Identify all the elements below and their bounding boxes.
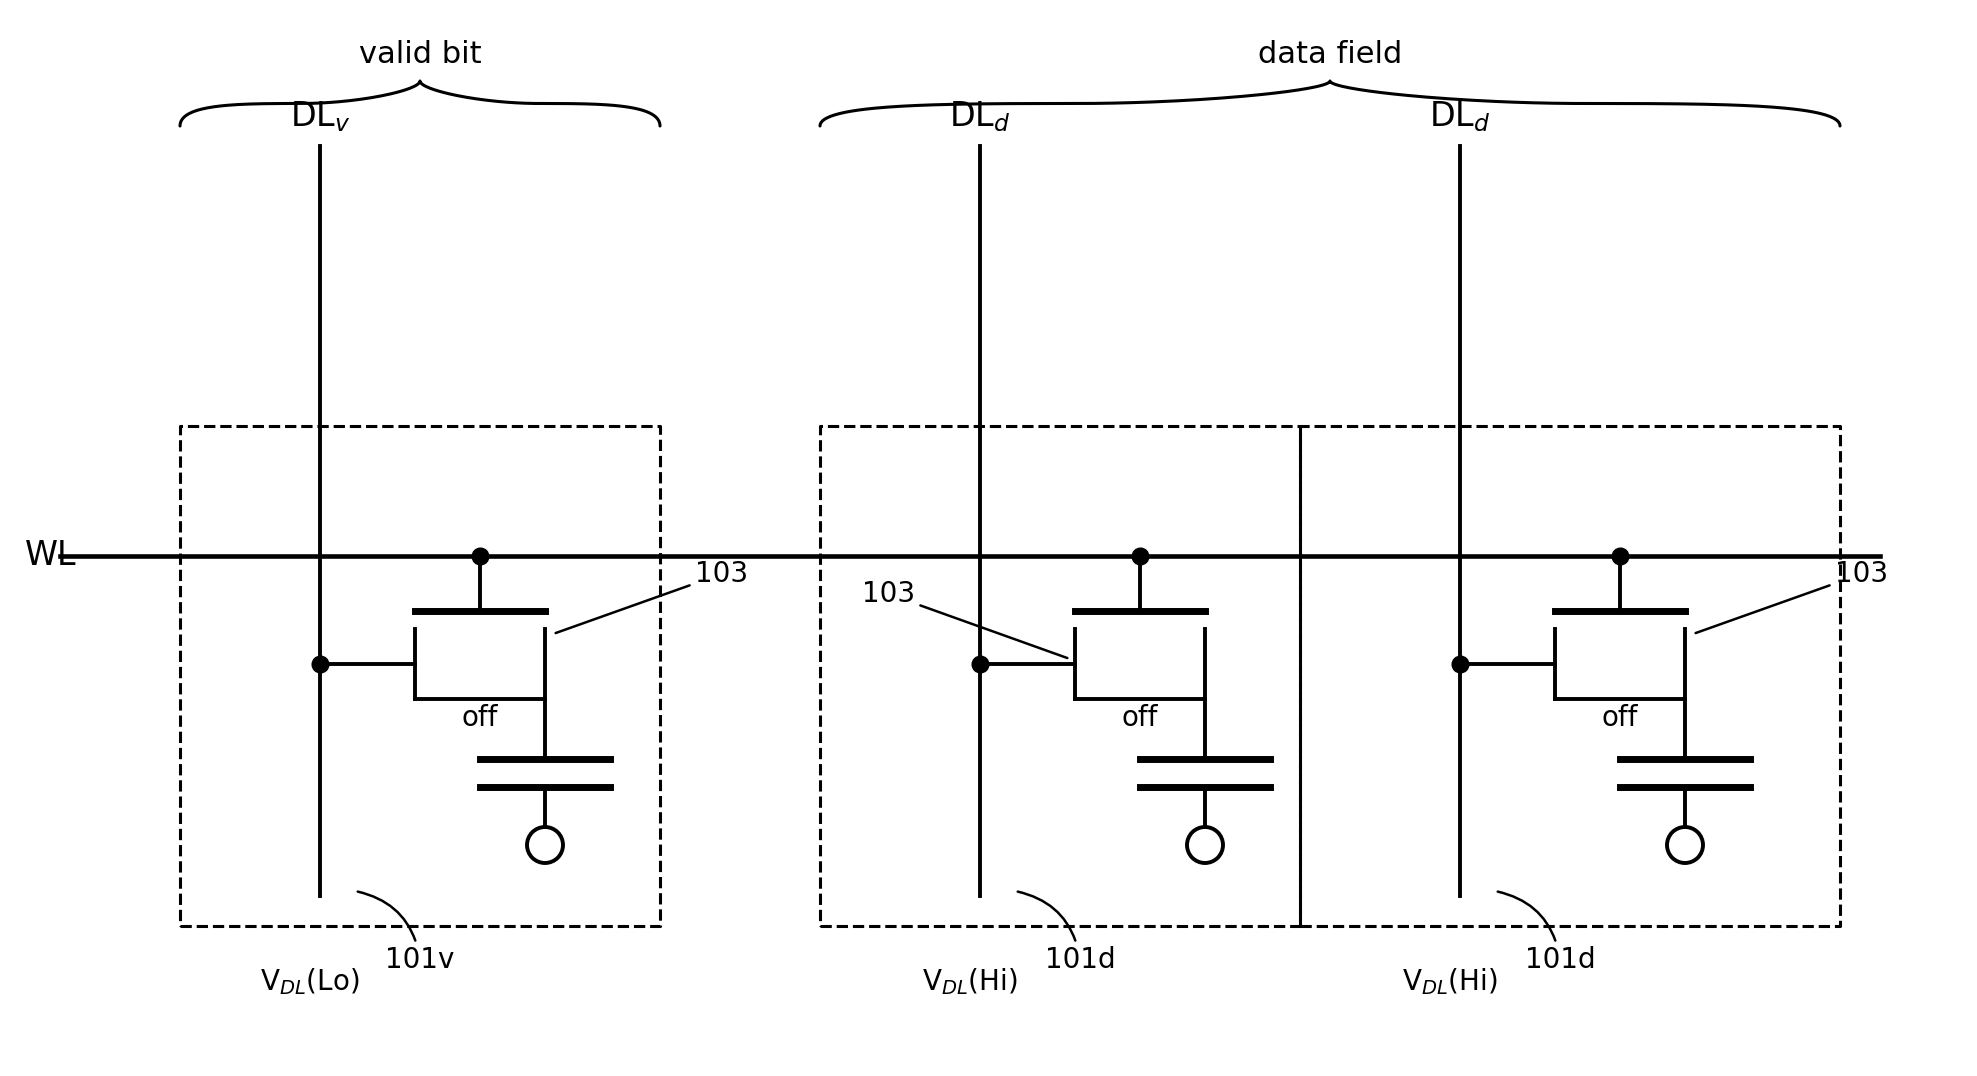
Text: 103: 103 [556,560,747,633]
Text: 103: 103 [862,580,1068,659]
Text: 101d: 101d [1018,892,1115,974]
Text: V$_{DL}$(Lo): V$_{DL}$(Lo) [261,966,360,996]
Text: off: off [463,704,498,732]
Text: V$_{DL}$(Hi): V$_{DL}$(Hi) [921,966,1018,996]
Text: DL$_d$: DL$_d$ [949,99,1010,134]
Text: off: off [1121,704,1159,732]
Text: DL$_d$: DL$_d$ [1429,99,1491,134]
Text: 103: 103 [1696,560,1888,633]
Text: off: off [1601,704,1639,732]
Text: V$_{DL}$(Hi): V$_{DL}$(Hi) [1402,966,1499,996]
Text: 101v: 101v [358,892,455,974]
Text: DL$_v$: DL$_v$ [289,99,350,134]
Text: WL: WL [26,539,77,572]
Text: data field: data field [1257,40,1402,69]
Text: valid bit: valid bit [358,40,480,69]
Text: 101d: 101d [1499,892,1595,974]
